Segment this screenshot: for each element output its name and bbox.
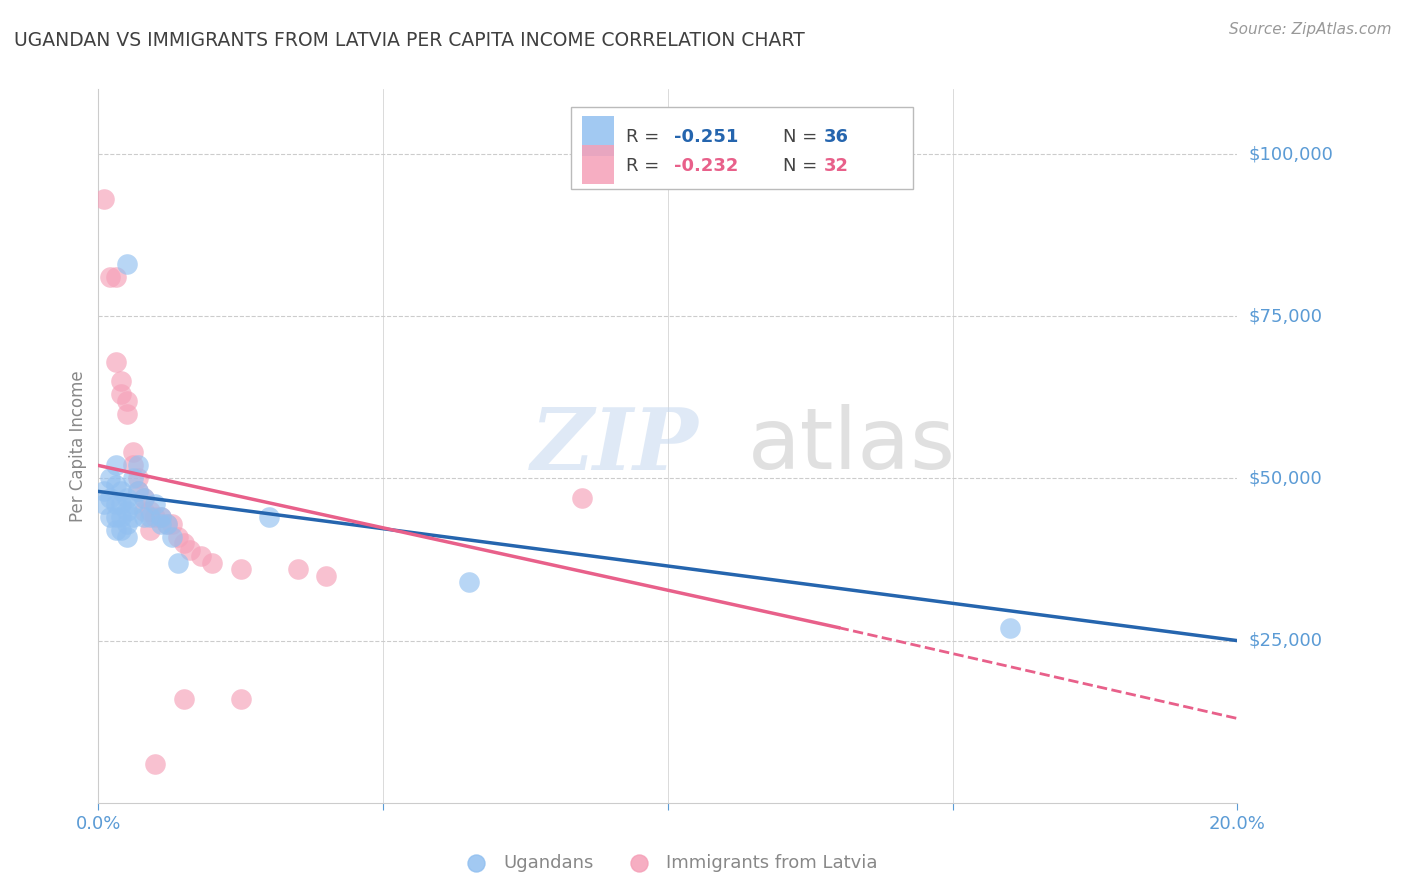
- Point: [104, 270, 127, 285]
- Point: [150, 510, 173, 524]
- Text: 36: 36: [824, 128, 849, 146]
- Point: [110, 510, 132, 524]
- Point: [121, 497, 143, 511]
- Point: [121, 458, 143, 473]
- Point: [121, 510, 143, 524]
- Point: [167, 556, 190, 570]
- Point: [287, 562, 309, 576]
- Point: [115, 257, 138, 271]
- Point: [998, 621, 1021, 635]
- Point: [110, 374, 132, 388]
- Text: R =: R =: [626, 157, 665, 175]
- Point: [121, 471, 143, 485]
- Point: [98, 491, 121, 505]
- Point: [457, 575, 479, 590]
- Point: [201, 556, 224, 570]
- Point: [156, 516, 179, 531]
- Point: [98, 510, 121, 524]
- Point: [127, 471, 149, 485]
- Text: $75,000: $75,000: [1249, 307, 1323, 326]
- Point: [190, 549, 212, 564]
- Text: $100,000: $100,000: [1249, 145, 1333, 163]
- Point: [132, 504, 155, 518]
- Point: [138, 524, 160, 538]
- Text: -0.251: -0.251: [673, 128, 738, 146]
- Point: [150, 516, 173, 531]
- FancyBboxPatch shape: [582, 145, 614, 184]
- Point: [110, 387, 132, 401]
- Point: [315, 568, 337, 582]
- Y-axis label: Per Capita Income: Per Capita Income: [69, 370, 87, 522]
- Point: [145, 756, 167, 771]
- Point: [145, 510, 167, 524]
- Point: [127, 484, 149, 499]
- Point: [162, 516, 184, 531]
- Point: [98, 270, 121, 285]
- Point: [98, 471, 121, 485]
- Text: -0.232: -0.232: [673, 157, 738, 175]
- Point: [229, 562, 252, 576]
- Text: UGANDAN VS IMMIGRANTS FROM LATVIA PER CAPITA INCOME CORRELATION CHART: UGANDAN VS IMMIGRANTS FROM LATVIA PER CA…: [14, 31, 804, 50]
- Point: [229, 692, 252, 706]
- Point: [145, 497, 167, 511]
- Text: N =: N =: [783, 128, 823, 146]
- Point: [93, 484, 115, 499]
- FancyBboxPatch shape: [582, 116, 614, 155]
- Point: [571, 491, 593, 505]
- Point: [132, 491, 155, 505]
- Point: [104, 524, 127, 538]
- Point: [138, 510, 160, 524]
- Text: 32: 32: [824, 157, 849, 175]
- Point: [115, 504, 138, 518]
- Point: [173, 692, 195, 706]
- Point: [110, 484, 132, 499]
- Point: [179, 542, 201, 557]
- Point: [93, 497, 115, 511]
- Point: [156, 516, 179, 531]
- Point: [110, 524, 132, 538]
- Point: [127, 458, 149, 473]
- Text: $50,000: $50,000: [1249, 469, 1322, 487]
- Point: [115, 407, 138, 421]
- Point: [104, 497, 127, 511]
- Text: ZIP: ZIP: [531, 404, 699, 488]
- Point: [115, 393, 138, 408]
- Point: [132, 491, 155, 505]
- Point: [110, 497, 132, 511]
- Point: [127, 484, 149, 499]
- Legend: Ugandans, Immigrants from Latvia: Ugandans, Immigrants from Latvia: [451, 847, 884, 880]
- Point: [138, 504, 160, 518]
- Point: [132, 510, 155, 524]
- Text: $25,000: $25,000: [1249, 632, 1323, 649]
- Point: [115, 491, 138, 505]
- Point: [104, 478, 127, 492]
- Point: [162, 530, 184, 544]
- Point: [259, 510, 281, 524]
- Point: [150, 510, 173, 524]
- Point: [167, 530, 190, 544]
- Point: [104, 510, 127, 524]
- Point: [104, 458, 127, 473]
- FancyBboxPatch shape: [571, 107, 912, 189]
- Point: [121, 445, 143, 459]
- Point: [104, 354, 127, 368]
- Point: [93, 193, 115, 207]
- Text: N =: N =: [783, 157, 823, 175]
- Text: Source: ZipAtlas.com: Source: ZipAtlas.com: [1229, 22, 1392, 37]
- Point: [115, 516, 138, 531]
- Text: R =: R =: [626, 128, 665, 146]
- Point: [173, 536, 195, 550]
- Text: atlas: atlas: [748, 404, 956, 488]
- Point: [115, 530, 138, 544]
